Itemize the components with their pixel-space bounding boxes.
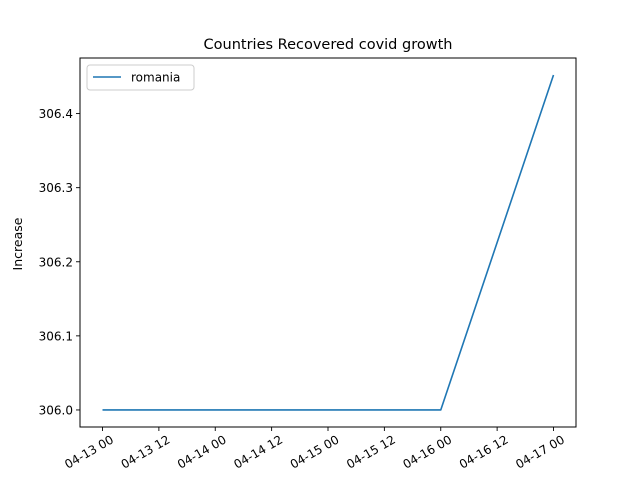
series-line-romania [102,74,555,411]
x-tick-label: 04-15 12 [344,432,398,471]
x-tick-label: 04-16 12 [457,432,511,471]
y-tick-label: 306.4 [39,107,73,121]
x-tick-label: 04-14 00 [175,432,229,471]
y-axis: 306.0 306.1 306.2 306.3 306.4 [39,107,80,417]
x-axis: 04-13 00 04-13 12 04-14 00 04-14 12 04-15 00… [62,427,567,472]
legend-label: romania [131,71,180,85]
x-tick-label: 04-13 00 [62,432,116,471]
y-tick-label: 306.1 [39,329,73,343]
y-tick-label: 306.3 [39,181,73,195]
legend-box [86,64,195,91]
x-tick-label: 04-16 00 [401,432,455,471]
y-tick-label: 306.0 [39,403,73,417]
y-tick-label: 306.2 [39,255,73,269]
x-tick-label: 04-14 12 [231,432,285,471]
chart-title: Countries Recovered covid growth [204,37,453,53]
plot-area [102,74,555,411]
x-tick-label: 04-13 12 [119,432,173,471]
legend: romania [86,64,195,91]
x-tick-label: 04-17 00 [513,432,567,471]
plot-frame [79,57,577,428]
y-axis-label: Increase [10,217,25,270]
x-tick-label: 04-15 00 [288,432,342,471]
